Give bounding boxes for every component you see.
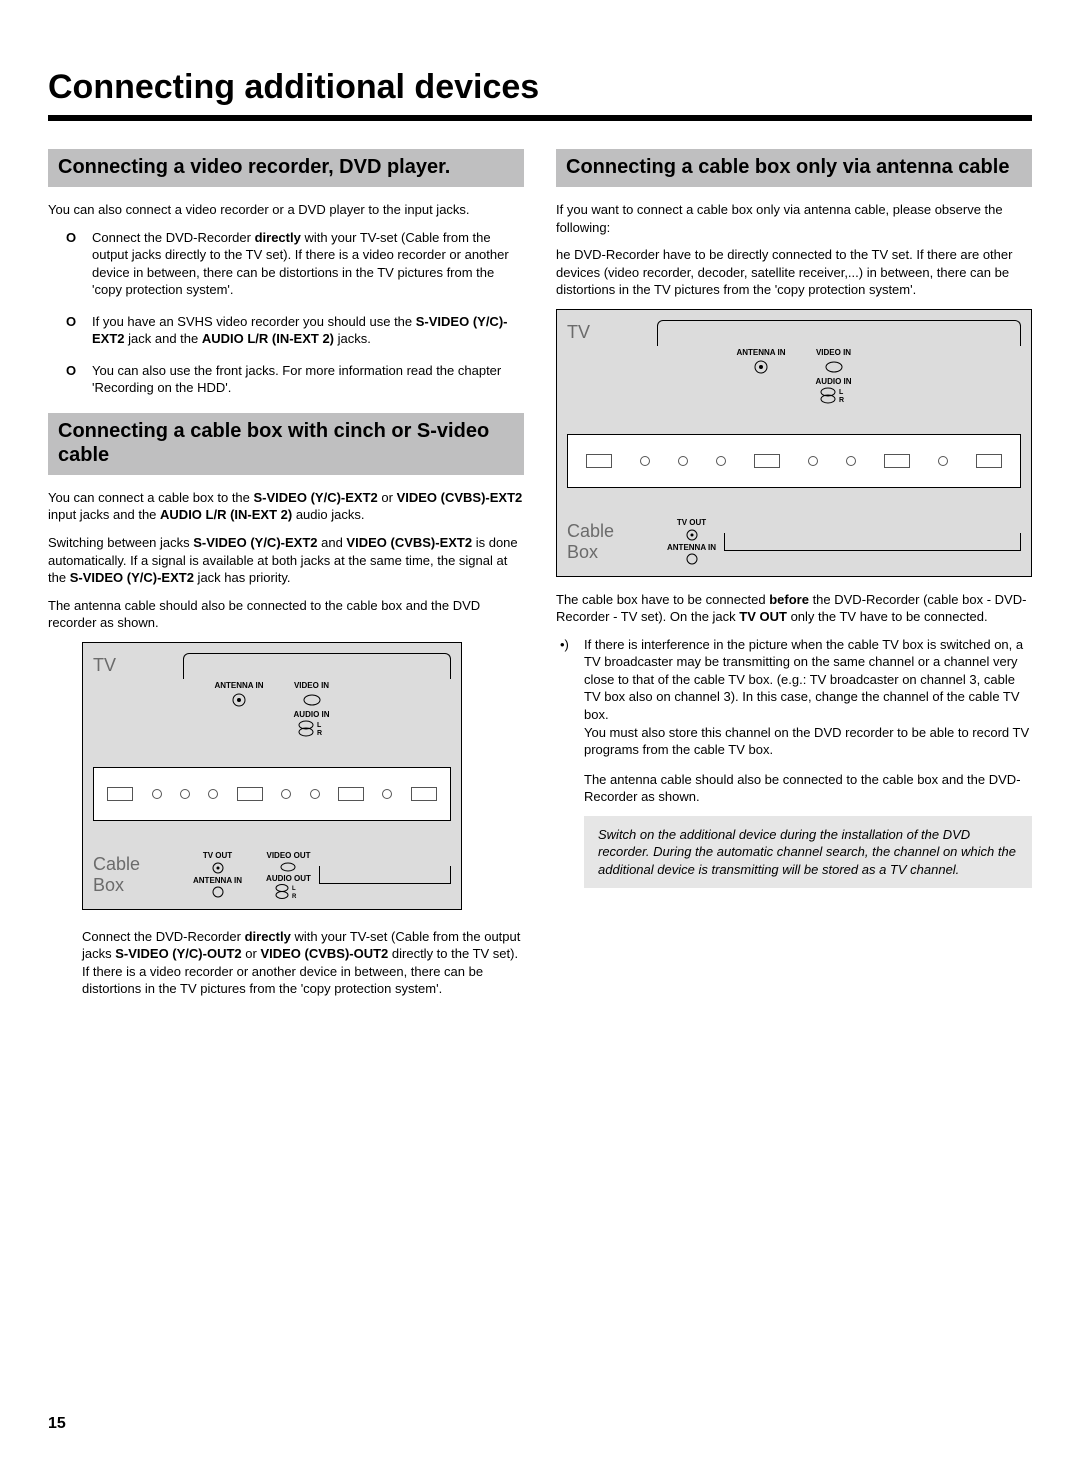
antenna-plug-icon [750, 357, 772, 377]
antenna-plug-icon [207, 885, 229, 899]
page-number: 15 [48, 1415, 66, 1433]
video-plug-icon [277, 860, 299, 874]
audio-plug-icon: L R [297, 719, 327, 737]
para: The antenna cable should also be connect… [48, 597, 524, 632]
intro-text: You can also connect a video recorder or… [48, 201, 524, 219]
svg-text:R: R [317, 730, 322, 737]
cablebox-outline [724, 533, 1021, 551]
para: You can connect a cable box to the S-VID… [48, 489, 524, 524]
antenna-plug-icon [681, 552, 703, 566]
tv-outline [183, 653, 451, 679]
bullet-item: Connect the DVD-Recorder directly with y… [92, 229, 524, 299]
audio-plug-icon: L R [273, 883, 303, 899]
bullet-item: You can also use the front jacks. For mo… [92, 362, 524, 397]
content-columns: Connecting a video recorder, DVD player.… [48, 149, 1032, 1008]
title-rule [48, 115, 1032, 121]
connection-diagram-cinch: TV ANTENNA IN VIDEO IN AUDIO IN L R [82, 642, 462, 910]
cablebox-outline [319, 866, 451, 884]
port-label-tv-out: TV OUT [193, 851, 242, 860]
left-column: Connecting a video recorder, DVD player.… [48, 149, 524, 1008]
tv-label: TV [93, 655, 175, 676]
antenna-plug-icon [207, 860, 229, 876]
port-label-audio-in: AUDIO IN [294, 710, 330, 719]
port-label-audio-out: AUDIO OUT [266, 874, 311, 883]
video-plug-icon [823, 357, 845, 377]
svg-text:L: L [839, 389, 844, 396]
dvd-recorder-rect [567, 434, 1021, 488]
section-heading-antenna: Connecting a cable box only via antenna … [556, 149, 1032, 187]
antenna-plug-icon [681, 527, 703, 543]
section-heading-cinch: Connecting a cable box with cinch or S-v… [48, 413, 524, 475]
svg-text:R: R [292, 894, 297, 899]
svg-text:R: R [839, 397, 844, 404]
dvd-recorder-rect [93, 767, 451, 821]
port-label-antenna-in: ANTENNA IN [193, 876, 242, 885]
dot-list: If there is interference in the picture … [556, 636, 1032, 759]
right-column: Connecting a cable box only via antenna … [556, 149, 1032, 1008]
para: The antenna cable should also be connect… [556, 771, 1032, 806]
bullet-list-1: Connect the DVD-Recorder directly with y… [48, 229, 524, 397]
para: he DVD-Recorder have to be directly conn… [556, 246, 1032, 299]
port-label-antenna-in: ANTENNA IN [667, 543, 716, 552]
port-label-tv-out: TV OUT [667, 518, 716, 527]
antenna-plug-icon [228, 690, 250, 710]
cablebox-label: Cable Box [567, 521, 649, 563]
intro-text: If you want to connect a cable box only … [556, 201, 1032, 236]
para: The cable box have to be connected befor… [556, 591, 1032, 626]
port-label-video-out: VIDEO OUT [266, 851, 311, 860]
port-label-video-in: VIDEO IN [294, 681, 330, 690]
audio-plug-icon: L R [819, 386, 849, 404]
port-label-antenna-in: ANTENNA IN [214, 681, 263, 690]
video-plug-icon [301, 690, 323, 710]
svg-text:L: L [317, 722, 322, 729]
bullet-item: If you have an SVHS video recorder you s… [92, 313, 524, 348]
para: Switching between jacks S-VIDEO (Y/C)-EX… [48, 534, 524, 587]
cablebox-label: Cable Box [93, 854, 175, 896]
port-label-video-in: VIDEO IN [816, 348, 852, 357]
section-heading-video-recorder: Connecting a video recorder, DVD player. [48, 149, 524, 187]
svg-text:L: L [292, 886, 296, 892]
connection-diagram-antenna: TV ANTENNA IN VIDEO IN AUDIO IN L R [556, 309, 1032, 577]
para: Connect the DVD-Recorder directly with y… [48, 928, 524, 998]
port-label-antenna-in: ANTENNA IN [736, 348, 785, 357]
dot-item: If there is interference in the picture … [584, 636, 1032, 759]
tv-outline [657, 320, 1021, 346]
page-title: Connecting additional devices [48, 68, 1032, 107]
tv-label: TV [567, 322, 649, 343]
note-box: Switch on the additional device during t… [584, 816, 1032, 889]
port-label-audio-in: AUDIO IN [816, 377, 852, 386]
